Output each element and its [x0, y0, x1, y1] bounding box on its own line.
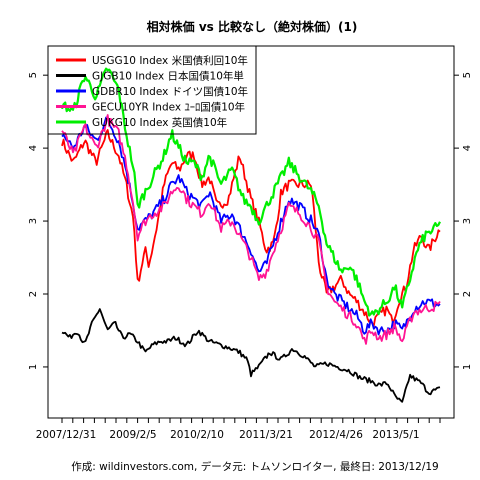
series-line [60, 67, 441, 317]
x-tick-label: 2011/3/21 [239, 429, 293, 441]
series-line [61, 116, 441, 336]
x-tick-label: 2007/12/31 [36, 429, 97, 441]
y-tick-label-right: 2 [462, 291, 473, 297]
chart-title: 相対株価 vs 比較なし（絶対株価）(1) [147, 19, 358, 34]
y-tick-label-left: 3 [28, 218, 39, 224]
series-layer [60, 67, 441, 403]
series-line [61, 114, 441, 345]
legend-box [47, 45, 257, 135]
y-tick-label-left: 4 [28, 145, 39, 151]
y-tick-label-left: 2 [28, 291, 39, 297]
series-line [61, 308, 441, 403]
y-tick-label-right: 5 [462, 72, 473, 78]
chart-caption: 作成: wildinvestors.com, データ元: トムソンロイター, 最… [71, 460, 438, 473]
legend-label: GDBR10 Index ドイツ国債10年 [92, 85, 248, 98]
x-tick-label: 2013/5/1 [372, 429, 419, 441]
y-tick-label-right: 3 [462, 218, 473, 224]
x-tick-label: 2012/4/26 [309, 429, 363, 441]
y-tick-label-right: 4 [462, 145, 473, 151]
series-line [61, 129, 441, 327]
axes-layer: 1 1 2 2 3 3 4 4 5 5 2007/12/31 2009/2/5 2010/2/10 201… [28, 72, 473, 441]
legend-label: GUKG10 Index 英国債10年 [92, 116, 227, 129]
y-tick-label-left: 5 [28, 72, 39, 78]
y-tick-label-left: 1 [28, 364, 39, 370]
legend-label: GJGB10 Index 日本国債10年単 [92, 70, 244, 83]
legend-label: GECU10YR Index ﾕｰﾛ国債10年 [92, 101, 245, 114]
legend: USGG10 Index 米国債利回10年 GJGB10 Index 日本国債10… [47, 45, 257, 135]
y-tick-label-right: 1 [462, 364, 473, 370]
legend-label: USGG10 Index 米国債利回10年 [92, 54, 248, 67]
x-tick-label: 2009/2/5 [109, 429, 156, 441]
x-tick-label: 2010/2/10 [170, 429, 224, 441]
